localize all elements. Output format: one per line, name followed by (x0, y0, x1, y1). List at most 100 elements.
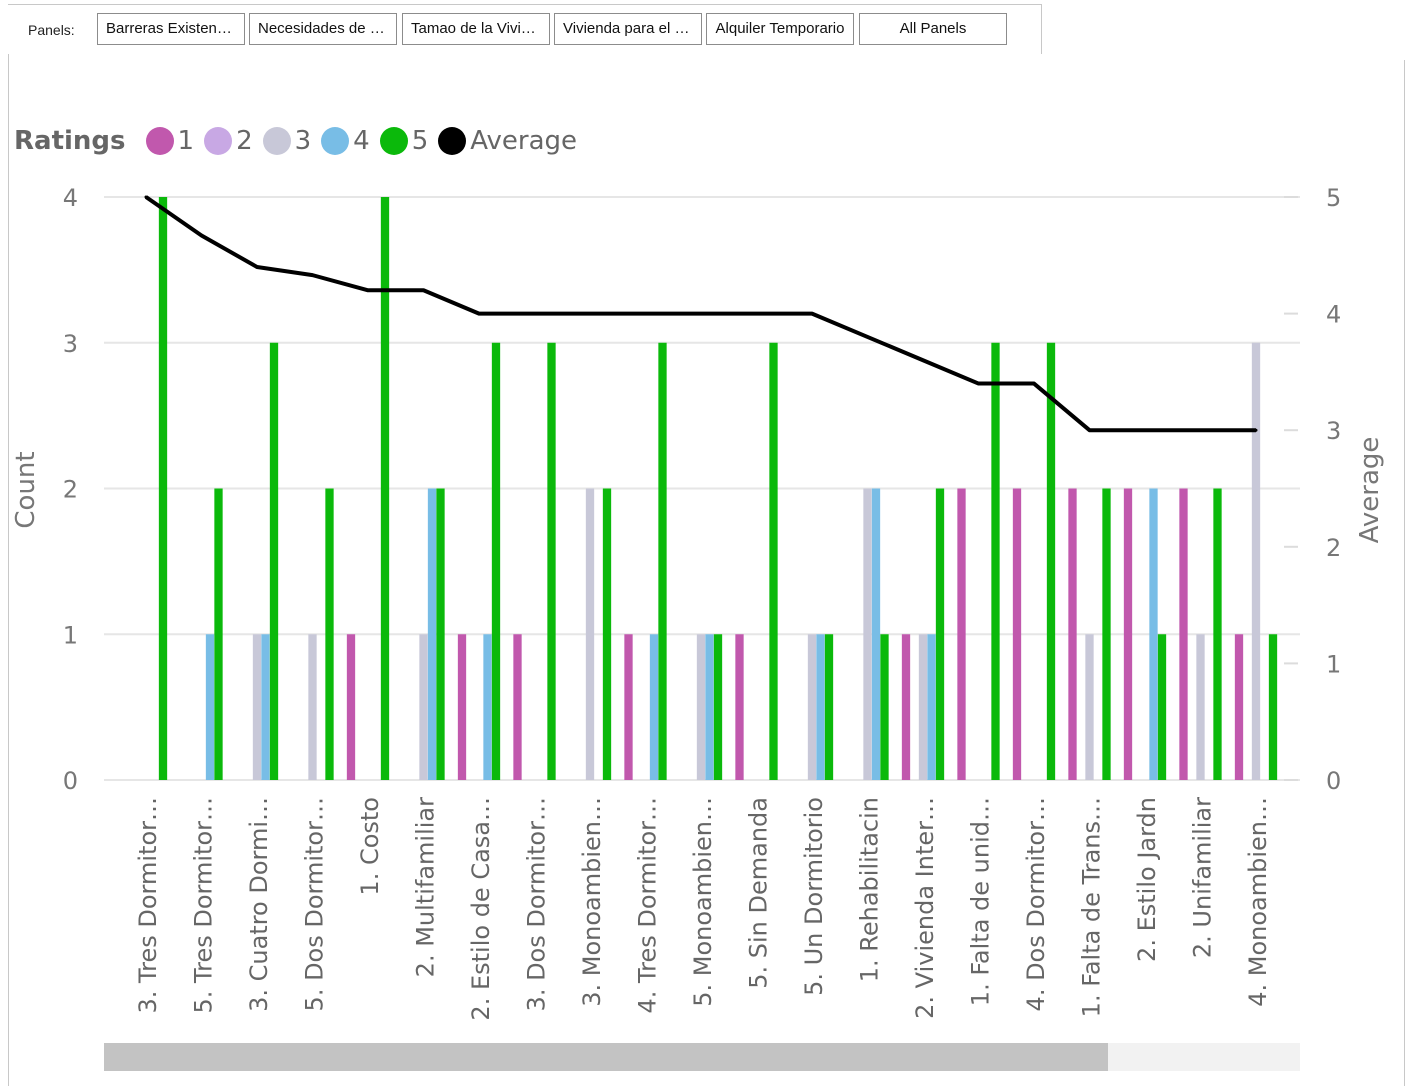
bar-rating-5 (380, 197, 390, 780)
bar-rating-5 (658, 342, 667, 780)
x-tick-label: 1. Falta de Trans… (1078, 797, 1106, 1017)
bar-rating-3 (308, 634, 317, 780)
legend-swatch-average (438, 127, 467, 155)
y-axis-title: Count (11, 451, 41, 528)
bar-rating-4 (1149, 488, 1158, 780)
legend-label-4: 4 (353, 126, 370, 156)
average-point (533, 312, 536, 316)
average-point (366, 288, 370, 292)
x-tick-label: 1. Rehabilitacin (856, 797, 884, 982)
y-tick-label: 1 (63, 621, 78, 649)
y-tick-label: 4 (63, 184, 78, 212)
average-point (311, 273, 314, 277)
average-point (921, 358, 925, 362)
bar-rating-1 (1234, 634, 1244, 780)
x-tick-label: 5. Dos Dormitor… (301, 797, 329, 1011)
bar-rating-4 (649, 634, 659, 780)
legend-title: Ratings (14, 126, 126, 156)
bar-rating-5 (824, 634, 834, 780)
visual-border-right (1404, 60, 1405, 1086)
bar-rating-4 (871, 488, 881, 780)
bar-rating-4 (261, 634, 270, 780)
bar-rating-5 (491, 342, 501, 780)
bar-rating-1 (1179, 488, 1188, 780)
x-tick-label: 3. Monoambien… (578, 797, 606, 1007)
bar-rating-3 (252, 634, 262, 780)
panel-button-alquiler[interactable]: Alquiler Temporario (706, 13, 854, 45)
bar-rating-5 (436, 488, 445, 780)
legend-item-3[interactable]: 3 (262, 126, 312, 156)
x-tick-label: 2. Unifamiliar (1189, 797, 1217, 958)
bar-rating-5 (769, 342, 778, 780)
legend-label-1: 1 (177, 126, 195, 156)
legend-label-5: 5 (411, 126, 429, 156)
panel-button-barreras[interactable]: Barreras Existentes (97, 13, 245, 45)
bar-rating-1 (957, 488, 966, 780)
visual-border-left (8, 54, 9, 1086)
average-point (977, 382, 980, 386)
bar-rating-5 (1213, 488, 1222, 780)
bar-rating-5 (1046, 342, 1056, 780)
panel-button-all[interactable]: All Panels (859, 13, 1007, 45)
legend-item-2[interactable]: 2 (204, 126, 253, 156)
average-point (1199, 428, 1202, 432)
bar-rating-1 (901, 634, 911, 780)
x-tick-label: 5. Un Dormitorio (800, 797, 828, 996)
legend-item-average[interactable]: Average (438, 126, 577, 156)
x-tick-label: 5. Monoambien… (689, 797, 717, 1007)
legend-label-3: 3 (294, 126, 312, 156)
bar-rating-3 (585, 488, 595, 780)
x-tick-label: 3. Tres Dormitor… (134, 797, 162, 1014)
average-point (755, 312, 758, 316)
y2-tick-label: 3 (1326, 417, 1341, 445)
average-point (477, 312, 481, 316)
panel-button-tamano[interactable]: Tamao de la Vivienda (402, 13, 550, 45)
bar-rating-5 (880, 634, 889, 780)
y2-tick-label: 5 (1326, 184, 1341, 212)
x-tick-label: 2. Multifamiliar (412, 797, 440, 977)
x-tick-label: 3. Dos Dormitor… (523, 797, 551, 1011)
average-point (588, 312, 592, 316)
bar-rating-1 (624, 634, 633, 780)
legend-item-5[interactable]: 5 (379, 126, 429, 156)
bar-rating-5 (269, 342, 279, 780)
average-point (810, 312, 814, 316)
bar-rating-5 (1268, 634, 1278, 780)
average-point (1032, 382, 1036, 386)
panel-button-necesidades[interactable]: Necesidades de Vivienda (249, 13, 397, 45)
bar-rating-3 (1251, 342, 1261, 780)
bar-rating-1 (457, 634, 467, 780)
average-point (699, 312, 703, 316)
panel-bar-border-right (1041, 4, 1042, 54)
panel-bar: Panels: Barreras Existentes Necesidades … (0, 0, 1042, 54)
x-tick-label: 2. Estilo Jardn (1133, 797, 1161, 962)
average-point (644, 312, 647, 316)
bar-rating-3 (918, 634, 928, 780)
bar-rating-5 (214, 488, 223, 780)
bar-rating-4 (483, 634, 492, 780)
bar-rating-4 (205, 634, 215, 780)
legend-item-4[interactable]: 4 (321, 126, 370, 156)
legend-item-1[interactable]: 1 (145, 126, 195, 156)
bar-rating-1 (1123, 488, 1133, 780)
bar-rating-5 (158, 197, 168, 780)
average-point (1088, 428, 1091, 432)
panel-button-vivienda-futuro[interactable]: Vivienda para el Futuro (554, 13, 702, 45)
y2-tick-label: 4 (1326, 301, 1341, 329)
bar-rating-1 (346, 634, 356, 780)
y2-tick-label: 0 (1326, 767, 1341, 795)
legend-swatch-4 (321, 127, 350, 155)
horizontal-scrollbar-thumb[interactable] (104, 1043, 1108, 1071)
legend-swatch-1 (145, 127, 174, 155)
x-tick-label: 1. Costo (356, 797, 384, 896)
legend-label-2: 2 (236, 126, 253, 156)
legend-swatch-3 (262, 127, 291, 155)
x-tick-label: 1. Falta de unid… (967, 797, 995, 1006)
legend-swatch-2 (204, 127, 233, 155)
average-point (255, 265, 259, 269)
bar-rating-3 (1085, 634, 1094, 780)
bar-rating-4 (427, 488, 437, 780)
bar-rating-5 (547, 342, 556, 780)
y-tick-label: 0 (63, 767, 78, 795)
